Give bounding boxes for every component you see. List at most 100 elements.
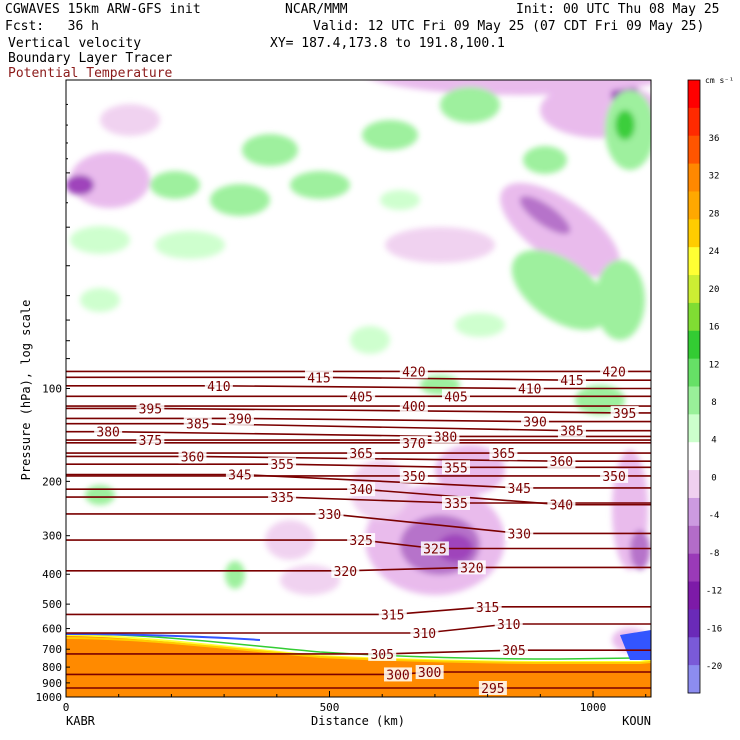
theta-contour-320	[66, 566, 651, 572]
theta-contour-305	[66, 649, 651, 655]
theta-label: 310	[413, 627, 436, 642]
y-tick-label: 300	[42, 530, 62, 543]
colorbar-swatch	[688, 609, 700, 638]
y-tick-label: 500	[42, 598, 62, 611]
theta-label: 415	[307, 371, 330, 386]
theta-label-bg	[384, 667, 413, 682]
colorbar-label: 0	[711, 473, 716, 483]
theta-label: 385	[560, 425, 583, 440]
theta-label: 390	[523, 416, 546, 431]
theta-label: 330	[508, 527, 531, 542]
colorbar-swatch	[688, 302, 700, 332]
colorbar-swatch	[688, 665, 700, 694]
theta-label: 350	[602, 470, 625, 485]
y-tick-label: 200	[42, 475, 62, 488]
theta-label-bg	[431, 429, 460, 444]
theta-label-bg	[347, 482, 376, 497]
theta-contour-330	[66, 513, 651, 535]
theta-contour-345	[66, 473, 651, 489]
colorbar-label: 36	[709, 134, 720, 144]
theta-label: 315	[476, 601, 499, 616]
theta-label-bg	[347, 446, 376, 461]
theta-label-bg	[136, 401, 165, 416]
theta-label: 355	[270, 458, 293, 473]
theta-label-bg	[600, 364, 629, 379]
theta-label: 365	[492, 447, 515, 462]
theta-contour-315	[66, 606, 651, 616]
colorbar-frame	[687, 79, 701, 694]
colorbar-swatch	[688, 637, 700, 666]
theta-label: 335	[444, 497, 467, 512]
right-station: KOUN	[622, 714, 651, 728]
theta-label-bg	[610, 405, 639, 420]
theta-contour-385	[66, 422, 651, 432]
potential-temperature-labels: 420 420 415 415 410 410 405 405 400 395 395 390 390 3…	[94, 364, 639, 697]
theta-label: 395	[613, 407, 636, 422]
colorbar-label: -20	[706, 662, 722, 672]
colorbar-swatch	[688, 219, 700, 248]
center-label: NCAR/MMM	[285, 2, 348, 17]
y-tick-label: 100	[42, 383, 62, 396]
theta-label: 310	[497, 618, 520, 633]
theta-label-bg	[347, 389, 376, 404]
y-tick-label: 600	[42, 623, 62, 636]
theta-label: 375	[139, 434, 162, 449]
theta-label-bg	[478, 680, 507, 695]
colorbar-swatch	[688, 107, 700, 137]
theta-label: 410	[207, 380, 230, 395]
theta-label-bg	[442, 495, 470, 510]
theta-label-bg	[268, 490, 297, 505]
colorbar-label: 28	[709, 209, 720, 219]
colorbar-swatch	[688, 330, 700, 360]
theta-label: 360	[181, 450, 204, 465]
theta-label: 365	[349, 447, 372, 462]
theta-label-bg	[505, 526, 534, 541]
colorbar-label: -8	[709, 549, 720, 559]
colorbar-swatch	[688, 163, 700, 192]
theta-contour-300	[66, 671, 651, 676]
theta-contour-390	[66, 417, 651, 423]
theta-label-bg	[225, 467, 254, 482]
theta-label: 320	[460, 561, 483, 576]
theta-label-bg	[225, 411, 254, 426]
theta-label: 380	[96, 426, 119, 441]
colorbar-label: -12	[706, 587, 722, 597]
theta-label: 295	[481, 682, 504, 697]
theta-contour-310	[66, 623, 651, 634]
theta-label-bg	[399, 399, 428, 414]
theta-contour-360	[66, 455, 651, 462]
init-time: Init: 00 UTC Thu 08 May 25	[516, 2, 720, 17]
theta-label: 315	[381, 608, 404, 623]
left-station: KABR	[66, 714, 96, 728]
theta-label: 420	[402, 365, 425, 380]
theta-contour-380	[66, 430, 651, 438]
theta-label-bg	[331, 563, 360, 578]
theta-label: 370	[402, 437, 425, 452]
theta-label-bg	[442, 389, 470, 404]
theta-label-bg	[547, 497, 576, 512]
x-tick-label: 500	[320, 701, 340, 714]
theta-label-bg	[399, 364, 428, 379]
colorbar-labels: 36 32 28 24 20 16 12 8 4 0 -4 -8 -12 -16 -20	[706, 134, 722, 672]
theta-label: 405	[349, 390, 372, 405]
colorbar-label: 20	[709, 285, 720, 295]
theta-label: 355	[444, 461, 467, 476]
theta-label-bg	[94, 424, 123, 439]
theta-label: 325	[349, 534, 372, 549]
theta-label-bg	[515, 381, 544, 396]
theta-label-bg	[268, 457, 297, 472]
theta-label-bg	[600, 468, 629, 483]
model-title: CGWAVES 15km ARW-GFS init	[5, 2, 201, 17]
theta-label: 300	[386, 668, 409, 683]
y-tick-label: 800	[42, 661, 62, 674]
colorbar-swatch	[688, 358, 700, 387]
colorbar-label: 12	[709, 360, 720, 370]
forecast-hour: Fcst: 36 h	[5, 19, 99, 34]
theta-label-bg	[557, 373, 586, 388]
y-axis-label: Pressure (hPa), log scale	[19, 300, 33, 481]
field-boundary-layer-tracer: Boundary Layer Tracer	[8, 51, 173, 66]
theta-label: 335	[270, 491, 293, 506]
theta-label: 410	[518, 383, 541, 398]
theta-label-bg	[457, 560, 486, 575]
theta-label-bg	[557, 423, 586, 438]
